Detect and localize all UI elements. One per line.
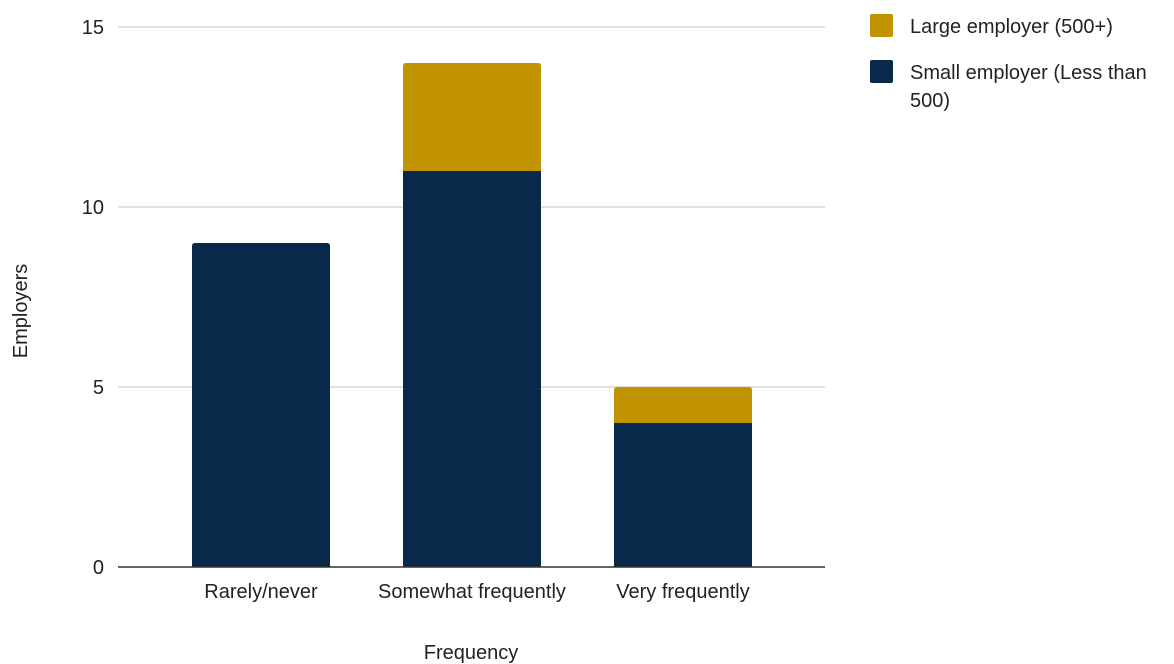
y-axis-title: Employers [10,264,32,358]
y-tick-label: 10 [82,197,104,219]
bars [192,63,752,567]
bar-segment [192,243,330,567]
y-tick-label: 15 [82,17,104,39]
bar-segment [403,171,541,567]
x-tick-label: Somewhat frequently [378,581,566,603]
legend-label: Small employer (Less than 500) [910,62,1147,112]
legend: Large employer (500+) Small employer (Les… [870,14,1147,112]
x-tick-labels: Rarely/never Somewhat frequently Very freq… [204,581,749,603]
bar-segment [614,387,752,423]
legend-swatch [870,60,893,83]
y-tick-labels: 0 5 10 15 [82,17,104,579]
x-axis-title: Frequency [424,642,519,664]
legend-swatch [870,14,893,37]
bar-segment [403,63,541,171]
legend-label: Large employer (500+) [910,16,1113,38]
x-tick-label: Very frequently [616,581,749,603]
bar-segment [614,423,752,567]
x-tick-label: Rarely/never [204,581,318,603]
y-tick-label: 5 [93,377,104,399]
y-tick-label: 0 [93,557,104,579]
